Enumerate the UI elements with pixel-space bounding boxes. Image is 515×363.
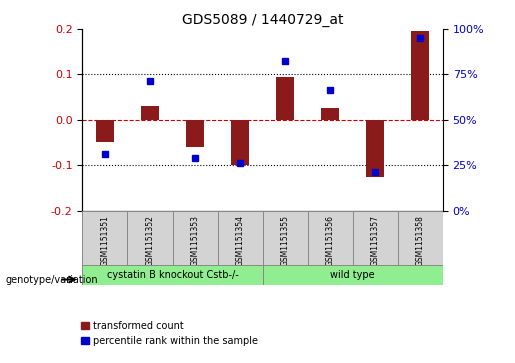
Text: cystatin B knockout Cstb-/-: cystatin B knockout Cstb-/-: [107, 270, 238, 280]
Bar: [321, 109, 339, 120]
Bar: [217, 211, 263, 267]
Title: GDS5089 / 1440729_at: GDS5089 / 1440729_at: [182, 13, 344, 26]
Text: GSM1151351: GSM1151351: [100, 215, 109, 266]
Text: GSM1151355: GSM1151355: [281, 215, 289, 266]
Bar: [366, 120, 384, 176]
Bar: [128, 211, 173, 267]
Bar: [173, 211, 217, 267]
Text: GSM1151357: GSM1151357: [371, 215, 380, 266]
Bar: [141, 106, 159, 120]
Bar: [231, 120, 249, 165]
Text: GSM1151356: GSM1151356: [326, 215, 335, 266]
Legend: transformed count, percentile rank within the sample: transformed count, percentile rank withi…: [77, 317, 262, 350]
Bar: [96, 120, 114, 143]
Text: genotype/variation: genotype/variation: [5, 275, 98, 285]
Text: GSM1151358: GSM1151358: [416, 215, 425, 266]
Bar: [353, 211, 398, 267]
Bar: [307, 211, 353, 267]
Bar: [82, 265, 263, 285]
Bar: [398, 211, 443, 267]
Bar: [82, 211, 128, 267]
Bar: [411, 31, 430, 120]
Bar: [276, 77, 294, 120]
Bar: [263, 211, 307, 267]
Text: GSM1151352: GSM1151352: [146, 215, 154, 266]
Bar: [186, 120, 204, 147]
Text: GSM1151354: GSM1151354: [236, 215, 245, 266]
Text: GSM1151353: GSM1151353: [191, 215, 199, 266]
Text: wild type: wild type: [331, 270, 375, 280]
Bar: [263, 265, 443, 285]
